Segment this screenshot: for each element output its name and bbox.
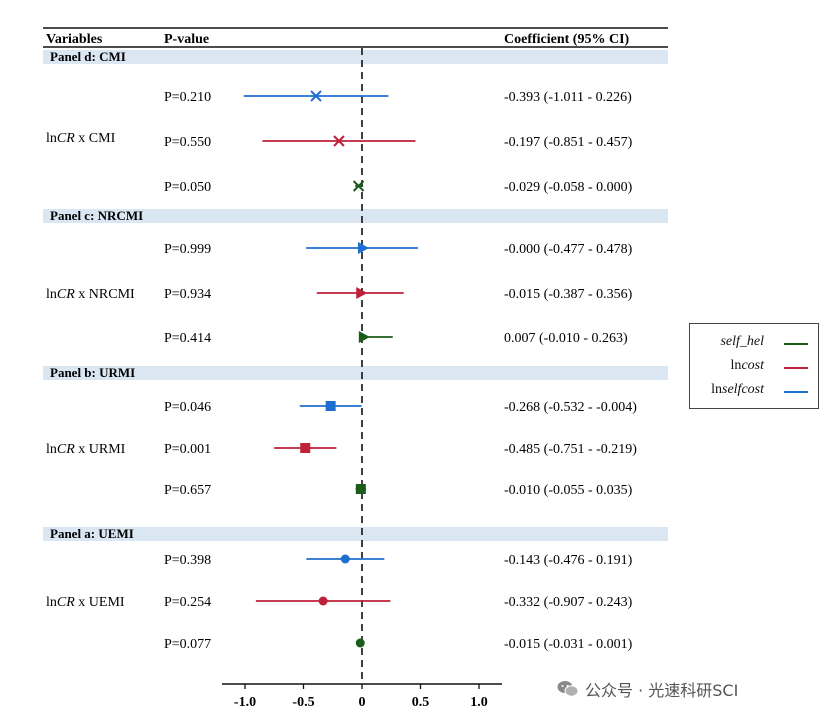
x-tick-label: 0	[359, 695, 366, 710]
p-value-label: P=0.657	[164, 483, 211, 498]
header-variables: Variables	[46, 32, 103, 47]
variable-label-uemi: lnCR x UEMI	[46, 595, 125, 610]
point-marker-lncost	[333, 135, 345, 147]
x-tick-label: 1.0	[470, 695, 488, 710]
variable-label-urmi: lnCR x URMI	[46, 442, 126, 457]
x-tick-label: 0.5	[412, 695, 430, 710]
legend-item-lnselfcost: lnselfcost	[690, 380, 818, 402]
p-value-label: P=0.001	[164, 442, 211, 457]
panel-b-title: Panel b: URMI	[50, 365, 135, 380]
x-tick-label: -1.0	[234, 695, 256, 710]
point-marker-lnselfcost	[340, 554, 350, 564]
point-marker-lncost	[318, 596, 328, 606]
point-marker-lncost	[300, 443, 311, 453]
watermark-text: 公众号 · 光速科研SCI	[585, 681, 739, 700]
panel-a-title: Panel a: UEMI	[50, 526, 134, 541]
header-pvalue: P-value	[164, 32, 209, 47]
legend-label-lnselfcost: lnselfcost	[711, 382, 764, 397]
variable-label-cmi: lnCR x CMI	[46, 131, 116, 146]
legend-swatch-lnselfcost	[784, 391, 808, 393]
point-marker-self-hel	[355, 484, 366, 494]
p-value-label: P=0.050	[164, 180, 211, 195]
p-value-label: P=0.398	[164, 553, 211, 568]
p-value-label: P=0.999	[164, 242, 211, 257]
ci-text-label: -0.485 (-0.751 - -0.219)	[504, 442, 637, 457]
legend-swatch-self-hel	[784, 343, 808, 345]
ci-text-label: -0.332 (-0.907 - 0.243)	[504, 595, 633, 610]
ci-text-label: -0.197 (-0.851 - 0.457)	[504, 135, 633, 150]
ci-text-label: -0.393 (-1.011 - 0.226)	[504, 90, 632, 105]
panel-band-3	[43, 527, 668, 541]
legend-label-self-hel: self_hel	[720, 334, 764, 349]
p-value-label: P=0.254	[164, 595, 211, 610]
legend-item-lncost: lncost	[690, 356, 818, 378]
p-value-label: P=0.414	[164, 331, 211, 346]
panel-band-0	[43, 50, 668, 64]
svg-text:lnCR x URMI: lnCR x URMI	[46, 442, 126, 457]
svg-text:lnCR x UEMI: lnCR x UEMI	[46, 595, 125, 610]
header-coefficient: Coefficient (95% CI)	[504, 32, 630, 47]
variable-label-nrcmi: lnCR x NRCMI	[46, 287, 135, 302]
p-value-label: P=0.934	[164, 287, 211, 302]
ci-text-label: -0.000 (-0.477 - 0.478)	[504, 242, 633, 257]
point-marker-self-hel	[355, 638, 365, 648]
legend-swatch-lncost	[784, 367, 808, 369]
wechat-icon	[557, 681, 579, 697]
svg-text:lnCR x NRCMI: lnCR x NRCMI	[46, 287, 135, 302]
panel-c-title: Panel c: NRCMI	[50, 208, 143, 223]
point-marker-lnselfcost	[325, 401, 336, 411]
panel-d-title: Panel d: CMI	[50, 49, 126, 64]
legend-item-self-hel: self_hel	[690, 332, 818, 354]
panel-band-1	[43, 209, 668, 223]
p-value-label: P=0.550	[164, 135, 211, 150]
ci-text-label: -0.015 (-0.387 - 0.356)	[504, 287, 633, 302]
point-marker-self-hel	[352, 180, 365, 192]
point-marker-lnselfcost	[358, 242, 369, 254]
legend: self_hel lncost lnselfcost	[689, 323, 819, 409]
ci-text-label: -0.015 (-0.031 - 0.001)	[504, 637, 633, 652]
ci-text-label: -0.029 (-0.058 - 0.000)	[504, 180, 633, 195]
svg-text:lnCR x CMI: lnCR x CMI	[46, 131, 116, 146]
ci-text-label: -0.143 (-0.476 - 0.191)	[504, 553, 633, 568]
p-value-label: P=0.077	[164, 637, 211, 652]
watermark: 公众号 · 光速科研SCI	[557, 677, 738, 701]
point-marker-lncost	[356, 287, 368, 299]
point-marker-self-hel	[358, 331, 370, 343]
ci-text-label: -0.268 (-0.532 - -0.004)	[504, 400, 637, 415]
p-value-label: P=0.210	[164, 90, 211, 105]
ci-text-label: -0.010 (-0.055 - 0.035)	[504, 483, 633, 498]
ci-text-label: 0.007 (-0.010 - 0.263)	[504, 331, 628, 346]
legend-label-lncost: lncost	[730, 358, 764, 373]
p-value-label: P=0.046	[164, 400, 211, 415]
x-tick-label: -0.5	[292, 695, 314, 710]
panel-band-2	[43, 366, 668, 380]
point-marker-lnselfcost	[310, 90, 322, 102]
